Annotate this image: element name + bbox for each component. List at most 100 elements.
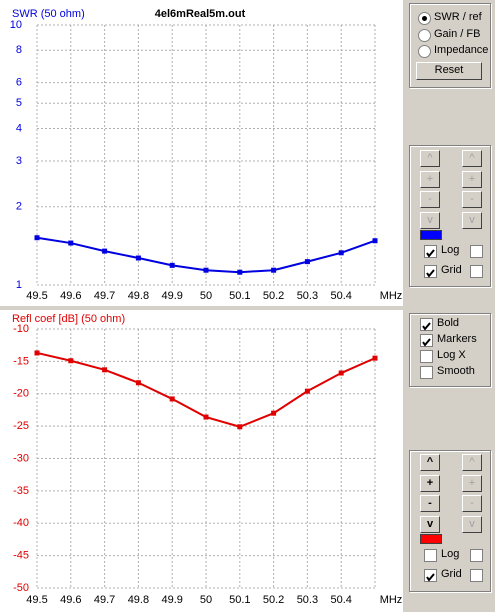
marker — [372, 355, 378, 361]
radio-button[interactable] — [418, 28, 431, 42]
refl-group — [409, 450, 491, 592]
marker — [102, 367, 108, 373]
y-tick-label: 4 — [16, 122, 22, 134]
step-button[interactable]: ^ — [420, 150, 440, 167]
step-button[interactable]: + — [462, 170, 482, 188]
step-button[interactable]: + — [420, 170, 440, 188]
marker — [271, 410, 277, 416]
x-tick-label: 49.9 — [161, 594, 182, 606]
options-group — [409, 313, 491, 387]
checkbox[interactable] — [470, 245, 483, 258]
y-tick-label: -15 — [13, 355, 29, 367]
checkbox[interactable] — [470, 549, 483, 562]
marker — [34, 350, 40, 356]
checkbox-label: Bold — [437, 317, 460, 329]
color-swatch[interactable] — [420, 534, 442, 544]
checkbox[interactable] — [424, 264, 437, 278]
y-tick-label: -45 — [13, 550, 29, 562]
chart-title: SWR (50 ohm) — [12, 8, 85, 20]
marker — [203, 414, 209, 420]
radio-button[interactable] — [418, 45, 431, 58]
y-tick-label: -20 — [13, 388, 29, 400]
y-tick-label: 2 — [16, 201, 22, 213]
y-tick-label: -10 — [13, 323, 29, 335]
checkbox-label: Grid — [441, 263, 462, 276]
checkbox[interactable] — [470, 568, 483, 582]
checkbox[interactable] — [424, 245, 437, 258]
marker — [304, 259, 310, 265]
y-tick-label: -30 — [13, 452, 29, 464]
step-button[interactable]: - — [462, 495, 482, 512]
y-tick-label: 6 — [16, 77, 22, 89]
step-button[interactable]: v — [462, 211, 482, 229]
marker — [68, 240, 74, 246]
step-button[interactable]: - — [420, 191, 440, 208]
check-mark — [422, 338, 431, 347]
step-button[interactable]: ^ — [420, 454, 440, 471]
marker — [237, 424, 243, 430]
x-tick-label: 50.3 — [297, 290, 318, 302]
x-tick-label: 49.8 — [128, 594, 149, 606]
mode-group — [409, 3, 491, 88]
marker — [338, 250, 344, 256]
checkbox[interactable] — [424, 549, 437, 562]
marker — [169, 396, 175, 402]
marker — [102, 248, 108, 254]
step-button[interactable]: ^ — [462, 150, 482, 167]
y-tick-label: -35 — [13, 485, 29, 497]
plots: SWR (50 ohm) 4el6mReal5m.out 1 2 3 4 5 6 8 10 49.5… — [0, 0, 403, 612]
step-button[interactable]: + — [420, 474, 440, 492]
x-tick-label: 49.9 — [161, 290, 182, 302]
plot-panel — [0, 0, 403, 306]
x-tick-label: 50.1 — [229, 594, 250, 606]
reset-button[interactable]: Reset — [416, 62, 482, 80]
x-tick-label: 49.7 — [94, 594, 115, 606]
x-axis-label: MHz — [380, 594, 403, 606]
marker — [169, 262, 175, 268]
step-button[interactable]: v — [420, 211, 440, 229]
y-tick-label: 3 — [16, 155, 22, 167]
color-swatch[interactable] — [420, 230, 442, 240]
check-glyph — [426, 249, 435, 258]
marker — [34, 235, 40, 241]
step-button[interactable]: - — [462, 191, 482, 208]
checkbox[interactable] — [420, 318, 433, 331]
y-tick-label: 1 — [16, 279, 22, 291]
marker — [237, 269, 243, 275]
radio-dot — [421, 15, 427, 21]
checkbox-label: Log X — [437, 349, 466, 361]
y-tick-label: 8 — [16, 44, 22, 56]
check-glyph — [426, 268, 435, 278]
check-mark — [426, 249, 435, 258]
step-button[interactable]: v — [462, 515, 482, 533]
plot-panel — [0, 310, 403, 612]
x-tick-label: 49.7 — [94, 290, 115, 302]
step-button[interactable]: v — [420, 515, 440, 533]
radio-label: Gain / FB — [434, 27, 481, 40]
marker — [135, 380, 141, 386]
checkbox-label: Log — [441, 244, 460, 256]
checkbox[interactable] — [424, 568, 437, 582]
marker — [135, 255, 141, 261]
checkbox-label: Log — [441, 548, 460, 560]
y-tick-label: 5 — [16, 97, 22, 109]
checkbox[interactable] — [420, 350, 433, 363]
x-tick-label: 49.8 — [128, 290, 149, 302]
marker — [271, 267, 277, 273]
marker — [203, 267, 209, 273]
step-button[interactable]: + — [462, 474, 482, 492]
x-tick-label: 49.6 — [60, 594, 81, 606]
checkbox-label: Markers — [437, 333, 477, 345]
x-tick-label: 49.5 — [26, 594, 47, 606]
check-mark — [422, 322, 431, 331]
x-tick-label: 49.5 — [26, 290, 47, 302]
check-mark — [426, 268, 435, 278]
checkbox[interactable] — [420, 366, 433, 379]
radio-label: SWR / ref — [434, 11, 482, 23]
checkbox[interactable] — [420, 334, 433, 347]
step-button[interactable]: - — [420, 495, 440, 512]
checkbox[interactable] — [470, 264, 483, 278]
step-button[interactable]: ^ — [462, 454, 482, 471]
x-tick-label: 50 — [200, 290, 212, 302]
x-tick-label: 49.6 — [60, 290, 81, 302]
